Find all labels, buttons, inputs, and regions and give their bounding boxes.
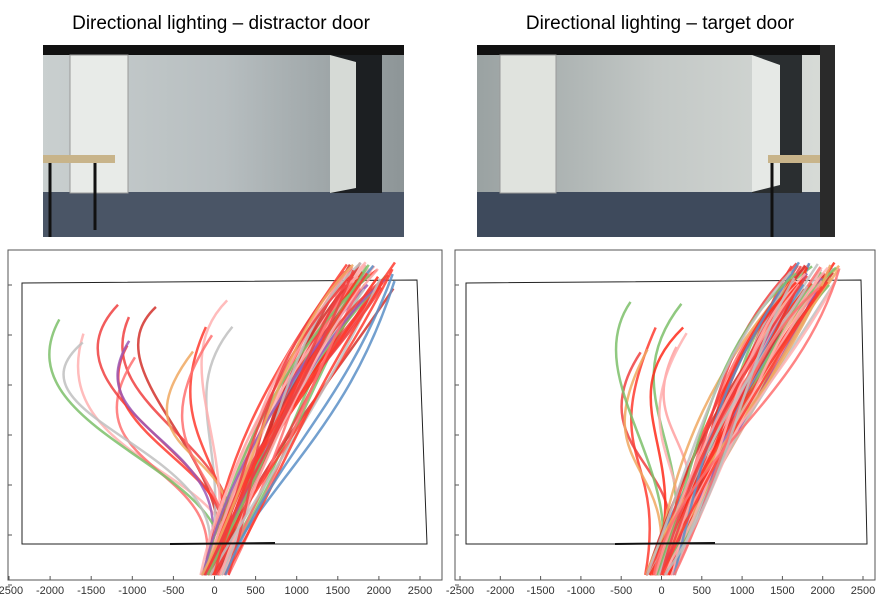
x-tick-label: 1500 — [770, 585, 794, 596]
x-tick-label: -1500 — [527, 585, 555, 596]
x-tick-label: 0 — [211, 585, 217, 596]
x-tick-label: -2500 — [446, 585, 474, 596]
x-tick-label: 0 — [658, 585, 664, 596]
x-tick-label: 2500 — [851, 585, 875, 596]
x-tick-label: 2000 — [810, 585, 834, 596]
x-tick-label: 2500 — [408, 585, 432, 596]
panel-title: Directional lighting – distractor door — [72, 13, 370, 34]
figure: Directional lighting – distractor door D… — [0, 0, 883, 596]
door-line — [170, 543, 275, 544]
x-tick-label: -2500 — [0, 585, 23, 596]
x-tick-label: 500 — [693, 585, 711, 596]
x-tick-label: 1000 — [730, 585, 754, 596]
x-tick-label: 1000 — [284, 585, 308, 596]
panel-title: Directional lighting – target door — [526, 13, 795, 34]
x-tick-label: 2000 — [367, 585, 391, 596]
photo-target — [477, 45, 835, 237]
x-tick-label: -1000 — [118, 585, 146, 596]
x-tick-label: 1500 — [326, 585, 350, 596]
x-tick-label: -500 — [162, 585, 184, 596]
door-line — [615, 543, 715, 544]
photo-distractor — [43, 45, 404, 237]
x-tick-label: -1500 — [77, 585, 105, 596]
x-tick-label: -500 — [610, 585, 632, 596]
x-tick-label: -2000 — [486, 585, 514, 596]
x-tick-label: -2000 — [36, 585, 64, 596]
x-tick-label: 500 — [246, 585, 264, 596]
x-tick-label: -1000 — [567, 585, 595, 596]
